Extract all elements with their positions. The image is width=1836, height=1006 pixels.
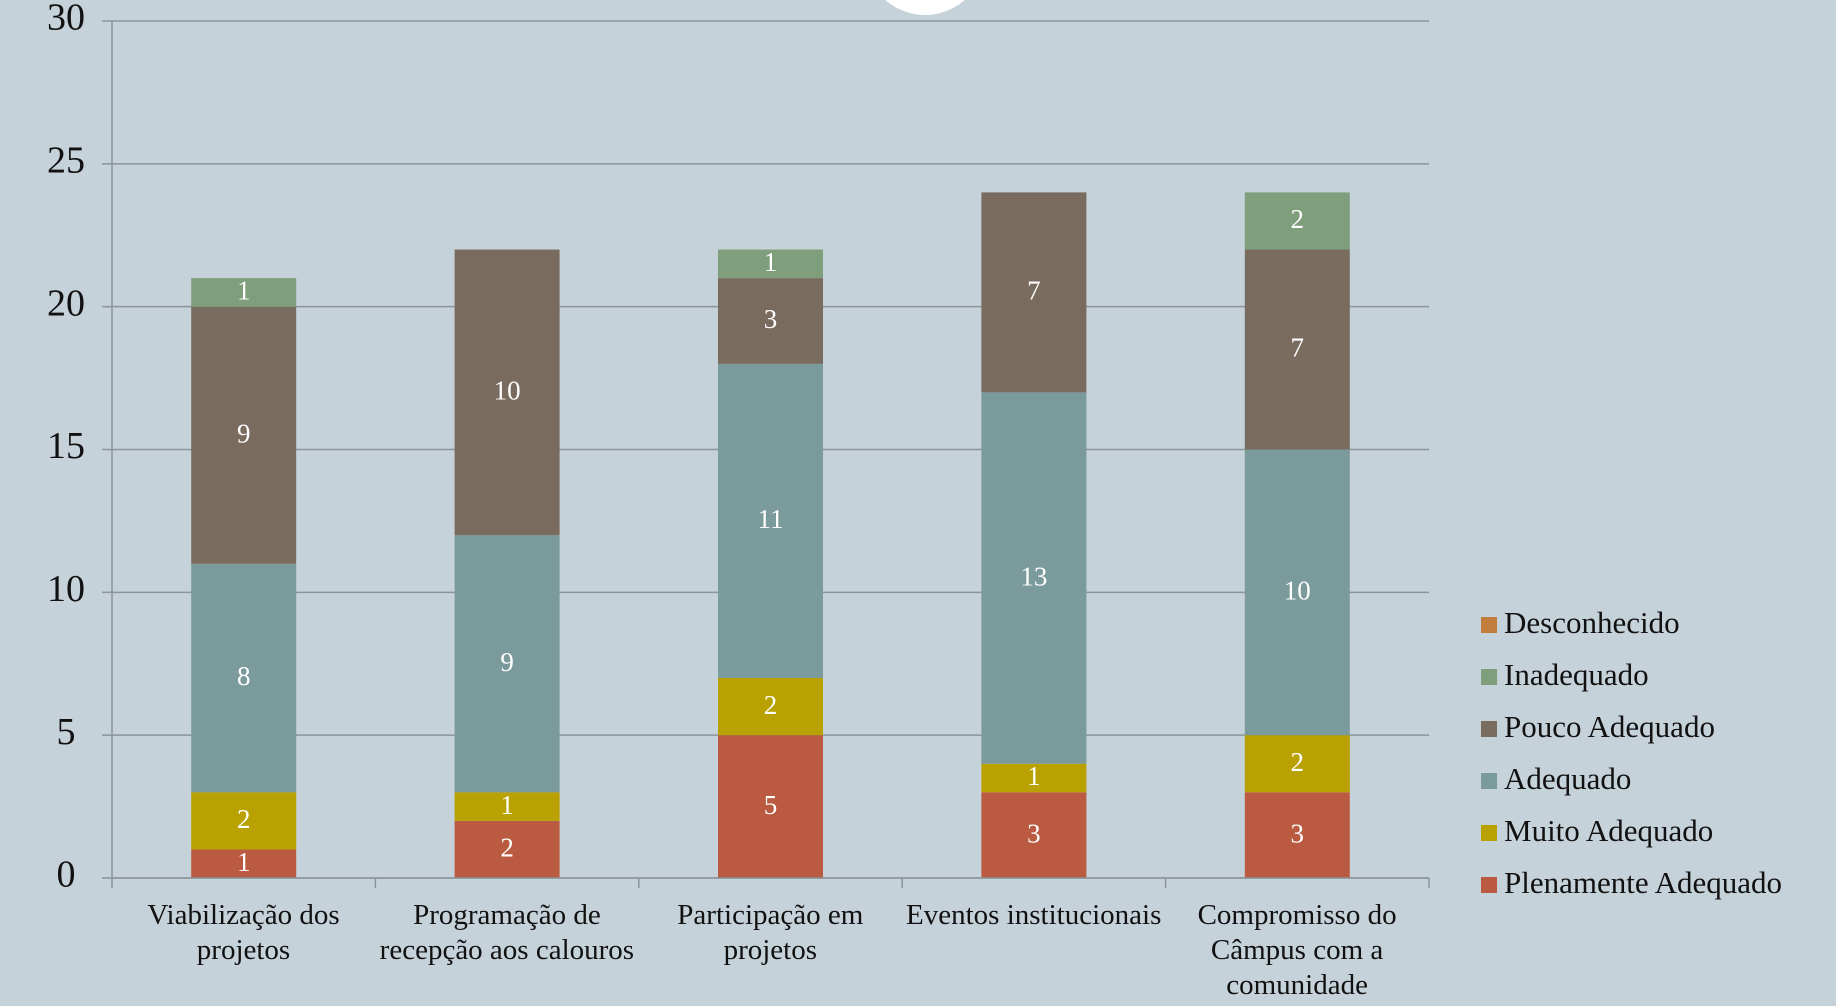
bar-segment <box>454 820 560 878</box>
data-label: 9 <box>237 418 251 448</box>
data-label: 10 <box>1284 576 1311 606</box>
data-label: 13 <box>1020 561 1047 591</box>
data-label: 1 <box>237 847 251 877</box>
legend-swatch <box>1481 617 1497 633</box>
bar-segment <box>454 792 560 821</box>
data-label: 7 <box>1291 333 1305 363</box>
legend-swatch <box>1481 721 1497 737</box>
legend-label: Pouco Adequado <box>1504 709 1715 744</box>
bar-segment <box>191 563 297 793</box>
data-label: 11 <box>758 504 784 534</box>
legend-label: Muito Adequado <box>1504 813 1713 848</box>
x-tick-label: Participação em projetos <box>677 899 864 966</box>
data-label: 9 <box>500 647 514 677</box>
data-label: 5 <box>764 790 778 820</box>
y-tick-label: 20 <box>47 282 85 324</box>
y-tick-label: 25 <box>47 140 85 182</box>
bar-segment <box>454 535 560 793</box>
data-label: 3 <box>764 304 778 334</box>
legend-label: Plenamente Adequado <box>1504 865 1782 900</box>
data-label: 8 <box>237 661 251 691</box>
legend-label: Desconhecido <box>1504 605 1680 640</box>
bar-segment <box>191 278 297 307</box>
bar-segment <box>718 249 823 279</box>
data-label: 7 <box>1027 276 1041 306</box>
y-tick-label: 10 <box>47 568 85 610</box>
data-label: 1 <box>237 276 251 306</box>
y-tick-label: 15 <box>47 425 85 467</box>
y-tick-label: 0 <box>57 854 76 896</box>
bar-segment <box>191 792 297 850</box>
bar-segment <box>981 792 1087 878</box>
x-tick-label: Viabilização dos projetos <box>147 899 340 966</box>
data-label: 2 <box>237 804 251 834</box>
bar-segment <box>1244 735 1350 793</box>
bar-segment <box>454 249 560 536</box>
bar-segment <box>718 363 823 679</box>
bar-segment <box>1244 792 1350 878</box>
legend-label: Adequado <box>1504 761 1631 796</box>
x-tick-label: Programação de recepção aos calouros <box>379 899 635 966</box>
legend-label: Inadequado <box>1504 657 1649 692</box>
y-tick-label: 30 <box>47 0 85 39</box>
data-label: 2 <box>1291 747 1305 777</box>
bar-segment <box>718 678 823 736</box>
data-label: 1 <box>1027 761 1041 791</box>
legend-swatch <box>1481 825 1497 841</box>
data-label: 10 <box>494 376 521 406</box>
bar-segment <box>1244 249 1350 450</box>
decoration <box>885 0 965 15</box>
data-label: 1 <box>500 790 514 820</box>
bar-segment <box>1244 192 1350 250</box>
bar-segment <box>718 278 823 364</box>
y-tick-label: 5 <box>57 711 76 753</box>
x-tick-label: Eventos institucionais <box>906 899 1162 931</box>
data-label: 2 <box>500 833 514 863</box>
data-label: 2 <box>764 690 778 720</box>
bar-segment <box>1244 449 1350 736</box>
bar-segment <box>981 392 1087 764</box>
data-label: 3 <box>1027 818 1041 848</box>
legend-swatch <box>1481 773 1497 789</box>
x-tick-label: Compromisso do Câmpus com a comunidade <box>1197 899 1397 1001</box>
legend-swatch <box>1481 669 1497 685</box>
legend-swatch <box>1481 877 1497 893</box>
bar-segment <box>191 849 297 878</box>
data-label: 2 <box>1291 204 1305 234</box>
data-label: 3 <box>1291 818 1305 848</box>
bar-segment <box>191 306 297 564</box>
bar-segment <box>981 192 1087 393</box>
bar-segment <box>981 763 1087 793</box>
data-label: 1 <box>764 247 778 277</box>
bar-segment <box>718 735 823 878</box>
